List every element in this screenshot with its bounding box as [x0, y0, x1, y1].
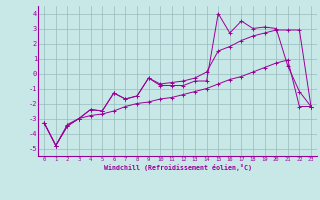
X-axis label: Windchill (Refroidissement éolien,°C): Windchill (Refroidissement éolien,°C) — [104, 164, 252, 171]
